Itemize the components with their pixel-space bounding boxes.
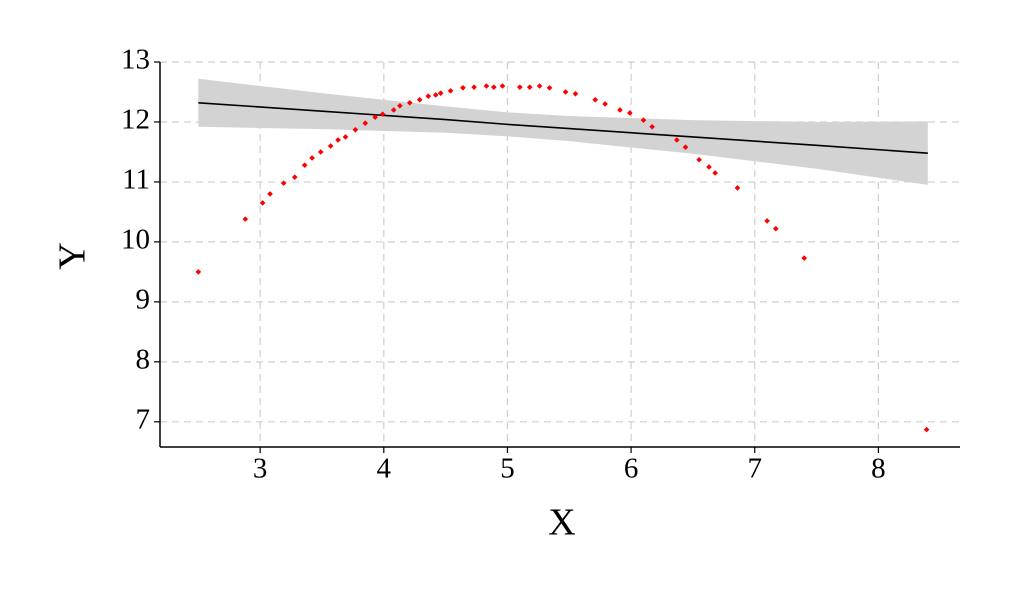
data-point [327,143,334,149]
y-axis-label: Y [52,242,94,269]
data-point [390,107,397,113]
data-point [352,126,359,133]
confidence-band [198,78,928,185]
y-tick-label: 11 [122,164,150,196]
data-point [617,107,623,113]
data-point [592,96,599,103]
y-tick-label: 12 [121,104,150,136]
data-point [280,180,287,186]
data-point [562,89,569,95]
data-point [649,123,655,130]
data-point [406,99,413,106]
data-point [640,117,647,123]
data-point [674,137,680,143]
data-point [923,426,930,433]
data-point [627,110,633,116]
data-point [447,87,454,94]
data-point [195,269,202,275]
y-tick-label: 9 [136,284,151,316]
data-point [696,156,702,163]
y-tick-label: 8 [136,344,151,376]
data-point [734,185,741,191]
data-point [259,200,266,206]
x-tick-label: 3 [253,453,268,485]
data-point [602,101,608,107]
x-tick-label: 5 [500,453,515,485]
data-point [342,134,349,140]
data-point [772,225,779,232]
data-point [291,174,298,180]
data-point [362,120,369,126]
data-point [491,84,497,90]
data-point [317,149,324,155]
fit-line [198,101,928,154]
data-point [460,84,466,91]
x-tick-label: 4 [377,453,392,485]
data-point [267,191,273,197]
data-point [682,144,689,150]
data-point [483,83,490,89]
x-axis-label: X [548,502,575,544]
data-point [499,83,506,89]
data-point [801,255,808,261]
data-point [437,90,444,96]
x-tick-label: 7 [747,453,762,485]
y-tick-label: 7 [136,403,151,435]
data-point [764,218,770,224]
y-tick-label: 13 [121,44,150,76]
data-point [536,83,543,89]
data-point [425,93,432,99]
data-point [416,96,423,103]
data-point [712,170,718,176]
data-point [372,114,378,120]
data-point [242,216,249,222]
data-point [379,111,386,117]
data-point [526,84,533,90]
data-point [301,162,308,168]
y-tick-label: 10 [121,224,150,256]
data-point [309,155,315,161]
data-point [517,84,523,90]
x-tick-label: 6 [624,453,639,485]
data-point [471,84,477,90]
data-point [397,102,403,109]
x-tick-label: 8 [871,453,886,485]
data-point [706,164,712,170]
plot-area: 3 4 5 6 7 8 7 8 9 10 11 12 13 [121,44,960,485]
data-point [335,137,341,143]
data-point [572,90,579,97]
data-point [546,84,553,91]
data-point [432,92,439,98]
